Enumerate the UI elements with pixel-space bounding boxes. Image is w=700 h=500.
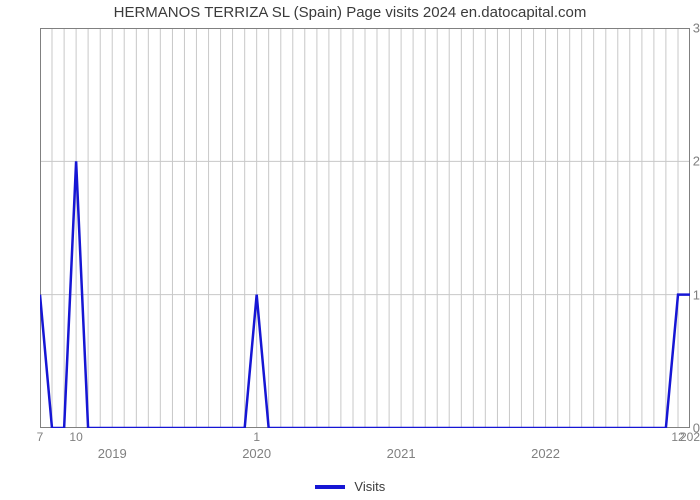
legend-swatch — [315, 485, 345, 489]
chart-svg — [40, 28, 690, 428]
x-tick-major-label: 2022 — [531, 446, 560, 461]
chart-title: HERMANOS TERRIZA SL (Spain) Page visits … — [0, 4, 700, 21]
x-tick-minor-label: 7 — [37, 430, 44, 444]
legend-label: Visits — [354, 479, 385, 494]
legend: Visits — [0, 478, 700, 494]
x-tick-minor-label: 202 — [680, 430, 700, 444]
y-tick-label: 1 — [668, 287, 700, 302]
x-tick-major-label: 2020 — [242, 446, 271, 461]
chart-container: HERMANOS TERRIZA SL (Spain) Page visits … — [0, 0, 700, 500]
x-tick-minor-label: 1 — [253, 430, 260, 444]
x-tick-major-label: 2021 — [387, 446, 416, 461]
x-tick-major-label: 2019 — [98, 446, 127, 461]
x-tick-minor-label: 10 — [69, 430, 82, 444]
y-tick-label: 2 — [668, 154, 700, 169]
plot-area — [40, 28, 690, 428]
y-tick-label: 3 — [668, 21, 700, 36]
